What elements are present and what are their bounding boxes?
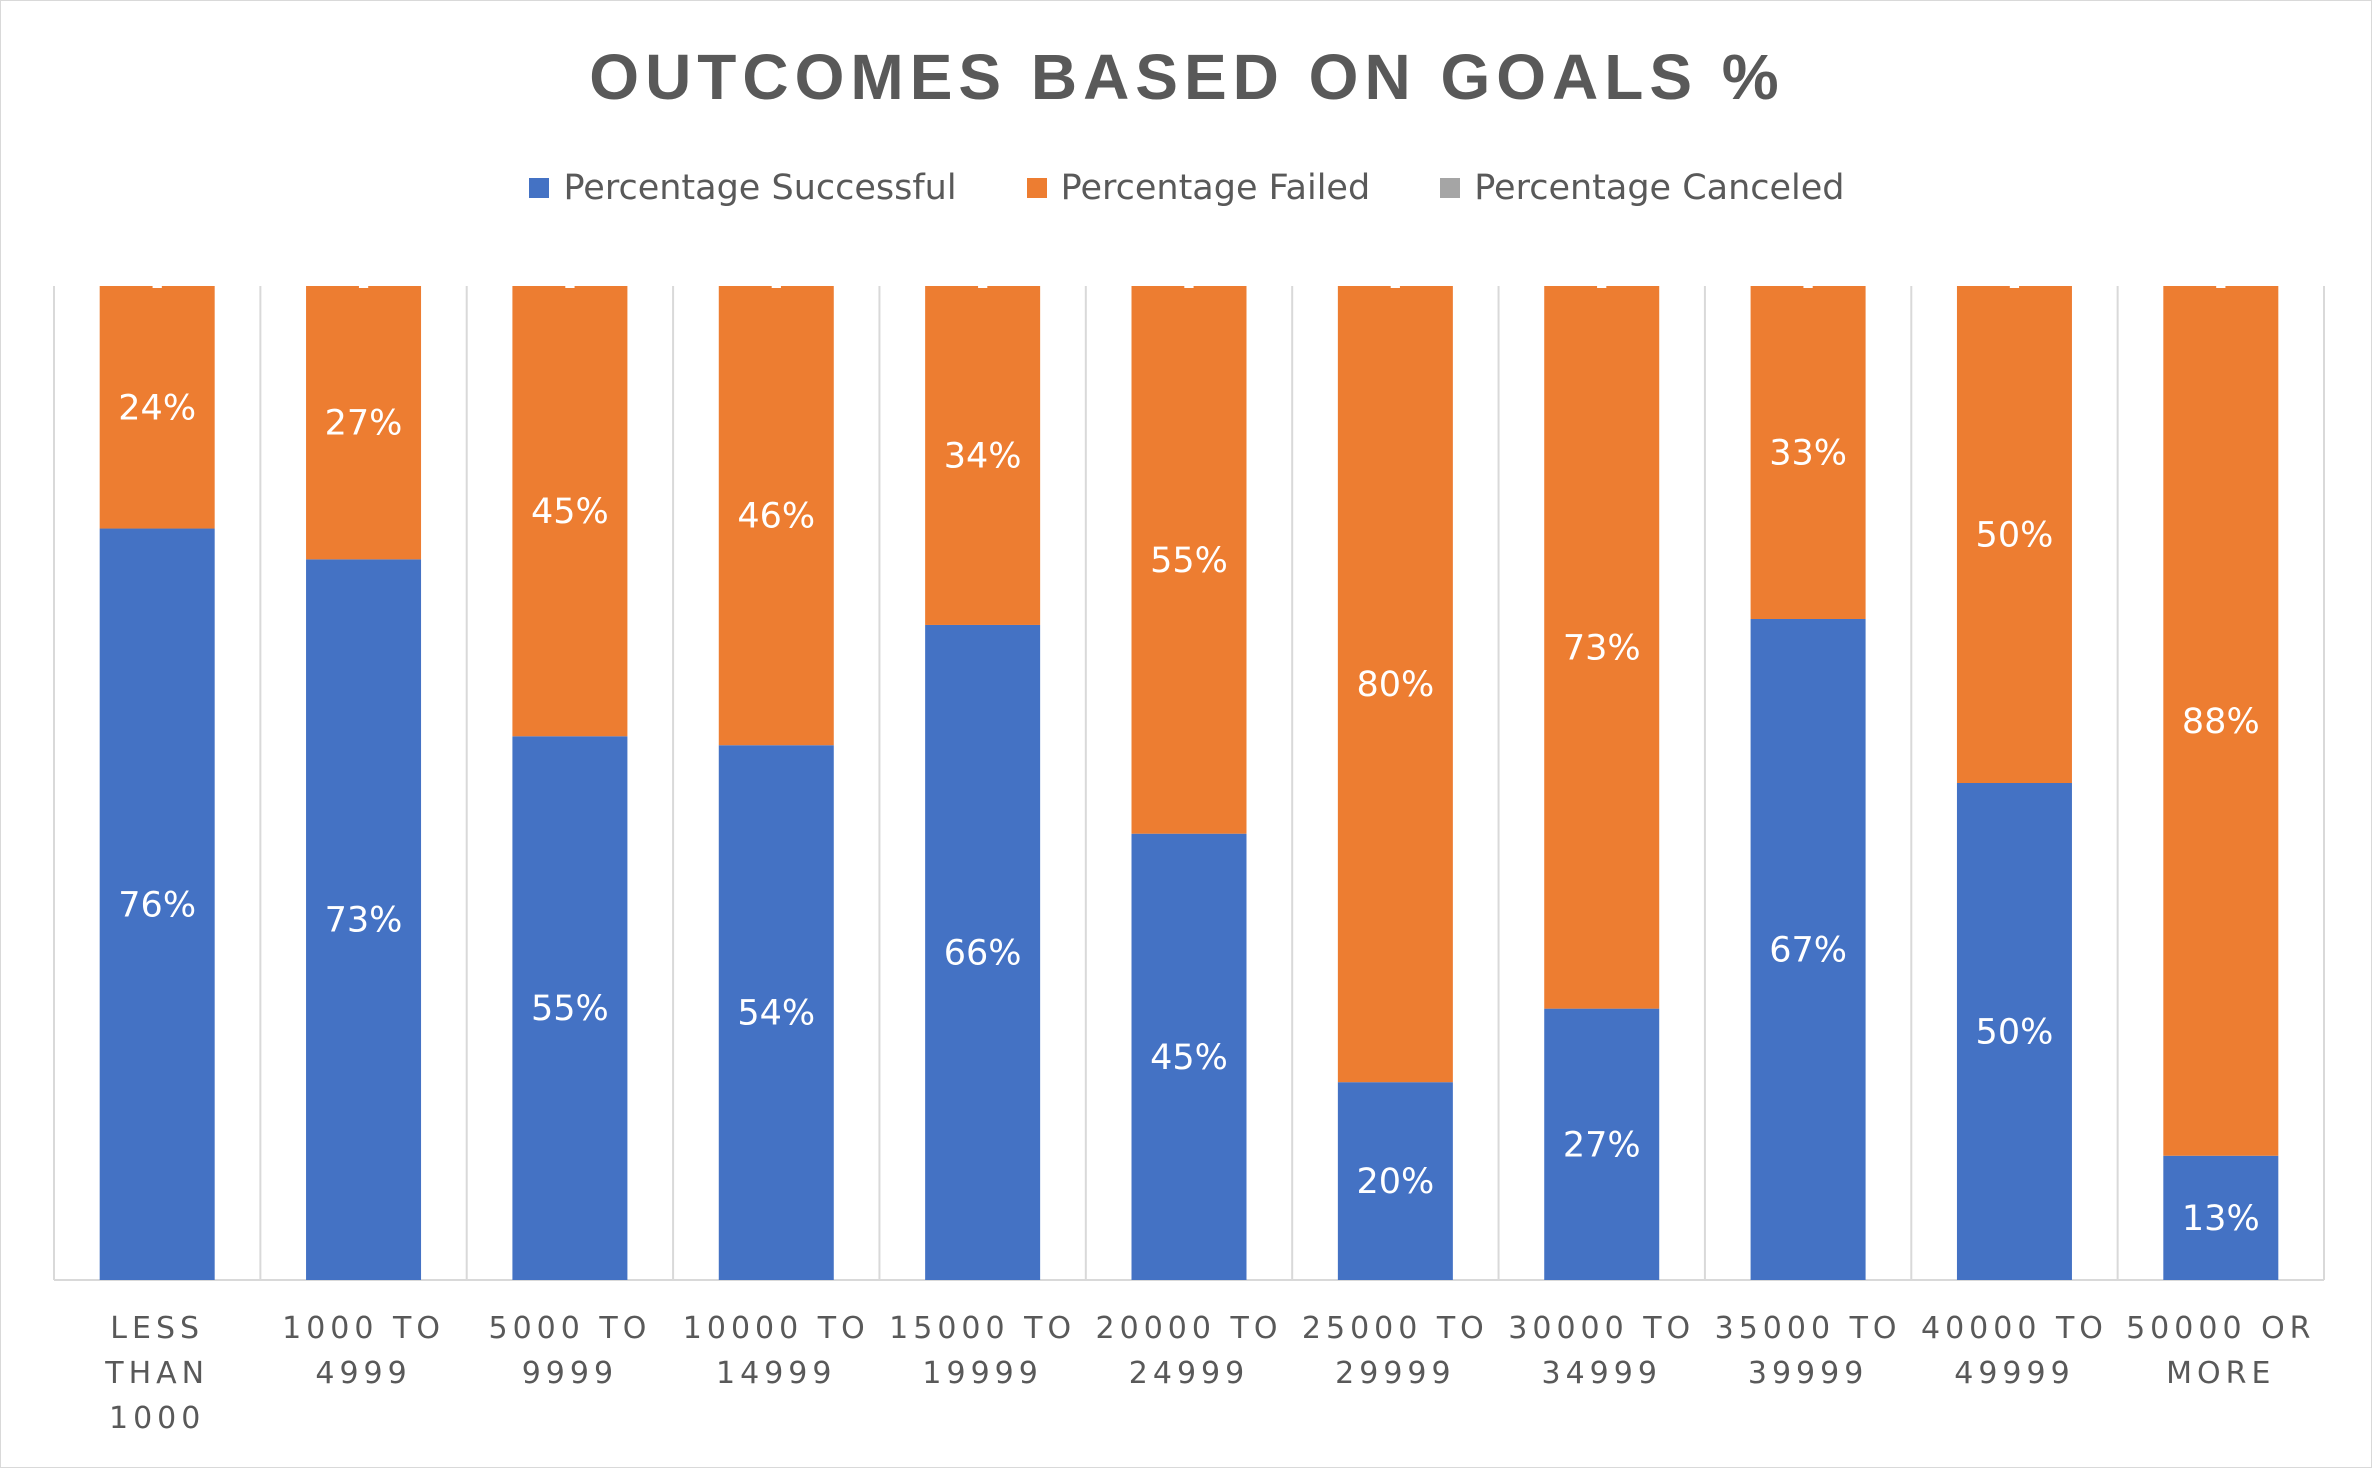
category-label-7-0: 30000 TO bbox=[1508, 1311, 1695, 1346]
data-label-0-0: 76% bbox=[118, 885, 196, 925]
category-label-6-0: 25000 TO bbox=[1302, 1311, 1489, 1346]
data-label-2-7: - bbox=[1595, 265, 1608, 305]
data-label-2-2: - bbox=[564, 265, 577, 305]
bar-1-4 bbox=[925, 286, 1041, 625]
data-label-2-8: - bbox=[1802, 265, 1815, 305]
bar-1-10 bbox=[2163, 286, 2279, 1156]
bar-1-3 bbox=[718, 286, 834, 746]
chart-legend: Percentage Successful Percentage Failed Pe… bbox=[0, 168, 2374, 208]
category-label-1-1: 4999 bbox=[315, 1356, 411, 1391]
data-label-1-3: 46% bbox=[737, 497, 815, 537]
category-label-0-2: 1000 bbox=[109, 1401, 205, 1436]
data-label-2-10: - bbox=[2214, 265, 2227, 305]
data-label-0-2: 55% bbox=[531, 989, 609, 1029]
bar-0-8 bbox=[1750, 618, 1866, 1280]
bar-0-6 bbox=[1337, 1082, 1453, 1280]
bar-0-5 bbox=[1131, 833, 1247, 1280]
data-label-0-4: 66% bbox=[944, 933, 1022, 973]
data-label-0-7: 27% bbox=[1563, 1125, 1641, 1165]
legend-label-1: Percentage Failed bbox=[1060, 168, 1371, 208]
legend-item-0: Percentage Successful bbox=[529, 168, 957, 208]
data-label-2-9: - bbox=[2008, 265, 2021, 305]
legend-label-0: Percentage Successful bbox=[563, 168, 957, 208]
category-label-8-1: 39999 bbox=[1748, 1356, 1868, 1391]
bar-1-0 bbox=[99, 286, 215, 529]
bar-0-4 bbox=[925, 624, 1041, 1280]
bar-0-3 bbox=[718, 745, 834, 1280]
data-label-0-6: 20% bbox=[1356, 1162, 1434, 1202]
data-label-2-1: - bbox=[357, 265, 370, 305]
category-label-9-0: 40000 TO bbox=[1921, 1311, 2108, 1346]
data-label-1-6: 80% bbox=[1356, 665, 1434, 705]
data-label-1-5: 55% bbox=[1150, 541, 1228, 581]
data-label-2-3: - bbox=[770, 265, 783, 305]
bar-1-6 bbox=[1337, 286, 1453, 1083]
data-label-1-9: 50% bbox=[1976, 516, 2054, 556]
chart-title: OUTCOMES BASED ON GOALS % bbox=[589, 41, 1785, 113]
data-label-1-10: 88% bbox=[2182, 702, 2260, 742]
data-label-0-9: 50% bbox=[1976, 1013, 2054, 1053]
data-label-1-2: 45% bbox=[531, 492, 609, 532]
bar-1-1 bbox=[306, 286, 422, 560]
category-label-4-0: 15000 TO bbox=[889, 1311, 1076, 1346]
legend-item-2: Percentage Canceled bbox=[1440, 168, 1845, 208]
category-label-0-0: LESS bbox=[110, 1311, 204, 1346]
data-label-0-8: 67% bbox=[1769, 930, 1847, 970]
category-label-6-1: 29999 bbox=[1335, 1356, 1455, 1391]
bar-1-2 bbox=[512, 286, 628, 737]
legend-label-2: Percentage Canceled bbox=[1474, 168, 1845, 208]
bar-1-9 bbox=[1956, 286, 2072, 783]
bar-0-2 bbox=[512, 736, 628, 1280]
category-label-5-1: 24999 bbox=[1129, 1356, 1249, 1391]
category-label-0-1: THAN bbox=[104, 1356, 209, 1391]
data-label-0-10: 13% bbox=[2182, 1199, 2260, 1239]
category-label-2-0: 5000 TO bbox=[488, 1311, 651, 1346]
bar-0-7 bbox=[1544, 1008, 1660, 1280]
legend-swatch-2 bbox=[1440, 178, 1461, 198]
bar-0-10 bbox=[2163, 1155, 2279, 1280]
bar-1-5 bbox=[1131, 286, 1247, 834]
bar-1-8 bbox=[1750, 286, 1866, 619]
data-label-0-1: 73% bbox=[325, 901, 403, 941]
category-label-7-1: 34999 bbox=[1542, 1356, 1662, 1391]
data-label-2-6: - bbox=[1389, 265, 1402, 305]
category-label-9-1: 49999 bbox=[1954, 1356, 2074, 1391]
category-label-8-0: 35000 TO bbox=[1715, 1311, 1902, 1346]
category-label-4-1: 19999 bbox=[922, 1356, 1042, 1391]
data-label-0-5: 45% bbox=[1150, 1038, 1228, 1078]
data-label-2-0: - bbox=[151, 265, 164, 305]
legend-swatch-0 bbox=[529, 178, 550, 198]
category-label-3-0: 10000 TO bbox=[683, 1311, 870, 1346]
data-label-0-3: 54% bbox=[737, 994, 815, 1034]
bar-0-9 bbox=[1956, 783, 2072, 1280]
category-label-3-1: 14999 bbox=[716, 1356, 836, 1391]
category-label-5-0: 20000 TO bbox=[1096, 1311, 1283, 1346]
legend-item-1: Percentage Failed bbox=[1026, 168, 1371, 208]
data-label-1-1: 27% bbox=[325, 404, 403, 444]
data-label-1-0: 24% bbox=[118, 388, 196, 428]
data-label-2-4: - bbox=[976, 265, 989, 305]
bar-0-0 bbox=[99, 528, 215, 1280]
category-label-1-0: 1000 TO bbox=[282, 1311, 445, 1346]
data-label-2-5: - bbox=[1183, 265, 1196, 305]
category-label-10-1: MORE bbox=[2166, 1356, 2275, 1391]
data-label-1-8: 33% bbox=[1769, 433, 1847, 473]
bar-1-7 bbox=[1544, 286, 1660, 1009]
bar-0-1 bbox=[306, 559, 422, 1280]
data-label-1-4: 34% bbox=[944, 436, 1022, 476]
data-label-1-7: 73% bbox=[1563, 628, 1641, 668]
category-label-10-0: 50000 OR bbox=[2126, 1311, 2315, 1346]
legend-swatch-1 bbox=[1026, 178, 1047, 198]
category-label-2-1: 9999 bbox=[522, 1356, 618, 1391]
